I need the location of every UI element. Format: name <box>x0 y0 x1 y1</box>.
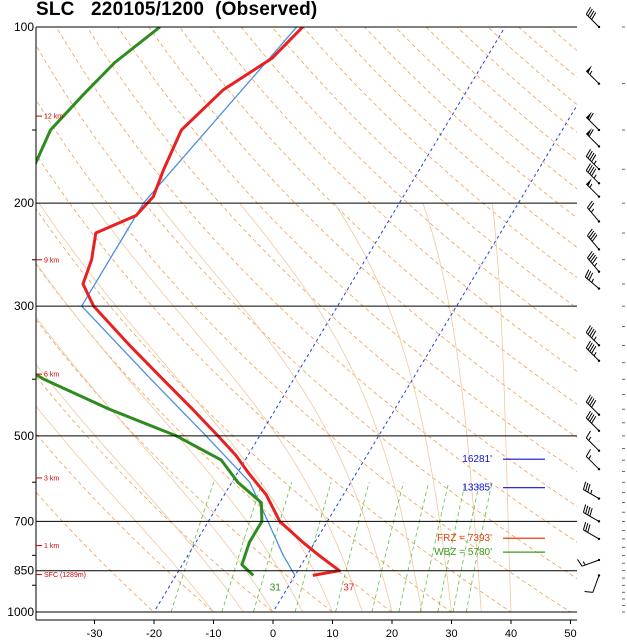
dry-adiabat <box>0 27 469 624</box>
wind-barb <box>585 574 601 592</box>
moist-adiabat <box>39 203 333 612</box>
moist-adiabat <box>0 203 273 612</box>
pressure-label-100: 100 <box>14 20 34 34</box>
height-label: 1 km <box>44 543 59 550</box>
moist-adiabat <box>0 203 303 612</box>
wind-barb <box>583 522 600 540</box>
pressure-label-200: 200 <box>14 196 34 210</box>
annotation-label: WBZ = 5780' <box>434 547 492 558</box>
dry-adiabat <box>611 27 627 624</box>
wind-barb <box>587 201 600 223</box>
annotation-label: 13385' <box>462 483 492 494</box>
dry-adiabat <box>56 27 627 624</box>
pressure-label-300: 300 <box>14 299 34 313</box>
height-label: SFC (1289m) <box>44 572 86 579</box>
dry-adiabat <box>210 27 627 624</box>
wind-barb <box>586 7 600 28</box>
wind-barb <box>587 251 600 273</box>
pressure-label-700: 700 <box>14 514 34 528</box>
x-tick-label: -10 <box>206 628 222 640</box>
x-tick-label: 0 <box>270 628 276 640</box>
moist-adiabat <box>92 203 363 612</box>
annotation-label: FRZ = 7393' <box>437 533 492 544</box>
wind-barbs <box>577 7 600 592</box>
wind-barb <box>585 270 600 290</box>
wind-barb <box>586 325 600 346</box>
pressure-label-500: 500 <box>14 429 34 443</box>
dry-adiabat <box>180 27 627 624</box>
pressure-label-850: 850 <box>14 564 34 578</box>
mixing-ratio-line <box>372 482 404 612</box>
x-tick-label: 30 <box>445 628 457 640</box>
x-tick-label: -20 <box>146 628 162 640</box>
surface-temperature-label: 37 <box>343 582 355 593</box>
mixing-ratio-line <box>399 482 429 612</box>
wind-barb <box>583 504 600 522</box>
wind-barb <box>583 482 600 500</box>
x-tick-label: -30 <box>87 628 103 640</box>
annotation-label: 16281' <box>462 454 492 465</box>
dry-adiabat <box>241 27 627 624</box>
plot-area <box>0 14 627 624</box>
wind-barb <box>586 128 600 148</box>
height-label: 6 km <box>44 372 59 379</box>
height-label: 3 km <box>44 475 59 482</box>
height-label: 12 km <box>44 114 63 121</box>
height-label: 9 km <box>44 257 59 264</box>
wind-barb <box>586 431 600 452</box>
wind-barb <box>587 229 600 251</box>
mixing-ratio-line <box>222 482 262 612</box>
wind-barb <box>586 163 600 184</box>
mixing-ratio-line <box>171 482 214 612</box>
temperature-profile <box>83 27 339 575</box>
wind-barb <box>586 65 600 85</box>
x-tick-label: 40 <box>505 628 517 640</box>
dry-adiabat <box>519 27 627 624</box>
wind-barb <box>577 559 600 566</box>
x-tick-label: 20 <box>386 628 398 640</box>
dry-adiabats <box>0 27 627 624</box>
wind-barb <box>586 395 600 416</box>
surface-dewpoint-label: 31 <box>270 582 282 593</box>
wind-barb <box>586 449 600 470</box>
x-tick-label: 10 <box>326 628 338 640</box>
dry-adiabat <box>87 27 627 624</box>
dry-adiabat <box>149 27 627 624</box>
x-tick-label: 50 <box>564 628 576 640</box>
dewpoint-profile <box>0 27 262 575</box>
pressure-label-1000: 1000 <box>7 605 34 619</box>
moist-adiabat <box>492 203 511 612</box>
wind-barb <box>586 178 600 198</box>
wind-barb <box>586 112 600 132</box>
mixing-ratio-line <box>295 482 331 612</box>
